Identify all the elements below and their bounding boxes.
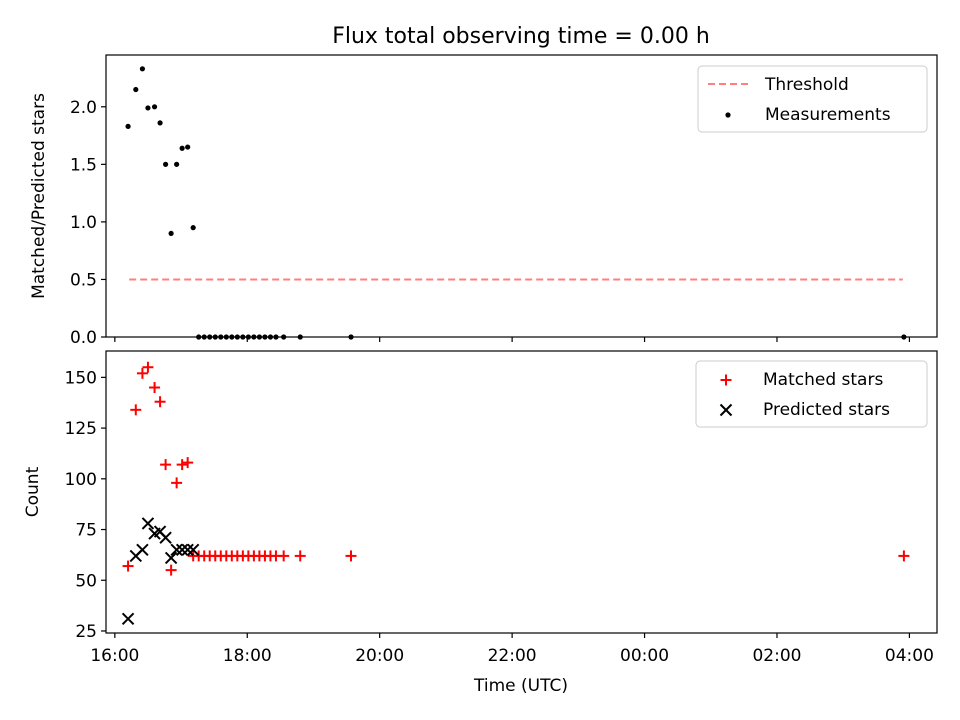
measurement-point (168, 230, 174, 237)
bottom-plot-marks (121, 361, 910, 626)
bottom-y-tick-label: 150 (65, 368, 97, 388)
matched-star-point (122, 560, 134, 572)
predicted-legend-swatch (719, 403, 733, 417)
x-axis-label: Time (UTC) (473, 676, 568, 696)
matched-star-point (154, 396, 166, 408)
bottom-x-ticks: 16:00 18:00 20:00 22:00 00:00 02:00 04:00 (90, 633, 934, 666)
measurement-point (151, 104, 158, 110)
matched-star-point (171, 477, 183, 489)
measurement-point (139, 66, 146, 72)
measurement-point (125, 123, 131, 129)
top-y-tick-label: 1.0 (70, 213, 97, 233)
top-y-ticks: 0.0 0.5 1.0 1.5 2.0 (70, 98, 106, 348)
matched-star-point (176, 459, 188, 471)
x-tick-label: 22:00 (488, 646, 537, 666)
matched-legend-marker (720, 374, 732, 386)
bottom-axes-frame (105, 350, 938, 634)
top-y-axis-label: Matched/Predicted stars (29, 93, 49, 299)
predicted-star-point (141, 517, 155, 530)
bottom-y-ticks: 25 50 75 100 125 150 (65, 368, 106, 642)
predicted-star-point (175, 543, 189, 557)
matched-star-point (149, 382, 161, 394)
measurement-point (179, 145, 185, 151)
measurements-legend-swatch (725, 112, 731, 118)
predicted-legend-label: Predicted stars (763, 400, 890, 420)
predicted-star-point (159, 531, 172, 544)
bottom-y-tick-label: 75 (75, 521, 97, 541)
matched-star-point (142, 361, 154, 373)
matched-star-point (160, 459, 172, 471)
x-tick-label: 20:00 (355, 646, 404, 666)
top-panel: 0.00.51.01.52.0 Matched/Predicted stars … (29, 54, 938, 348)
measurement-point (133, 86, 139, 93)
predicted-legend-marker (719, 403, 733, 417)
measurement-point (162, 161, 169, 167)
top-y-tick-label: 2.0 (70, 98, 97, 118)
matched-legend-label: Matched stars (763, 370, 883, 390)
x-tick-label: 00:00 (620, 646, 669, 666)
matched-star-point (182, 457, 194, 469)
measurement-point (157, 120, 163, 126)
x-tick-label: 04:00 (885, 646, 934, 666)
x-tick-label: 18:00 (223, 646, 272, 666)
top-y-tick-label: 1.5 (70, 155, 97, 175)
matched-star-point (294, 550, 306, 562)
matched-star-point (898, 550, 910, 562)
bottom-panel: 25 50 75 100 125 150 16:00 18:00 20:00 22:00 00:0… (23, 350, 938, 696)
bottom-legend: Matched stars Predicted stars (695, 360, 928, 428)
bottom-y-axis-label: Count (23, 466, 43, 517)
bottom-y-tick-label: 25 (75, 622, 97, 642)
predicted-star-point (136, 543, 149, 557)
matched-legend-swatch (720, 374, 732, 386)
matched-star-point (345, 550, 357, 562)
top-legend: Threshold Measurements (697, 65, 928, 133)
matched-star-point (136, 367, 148, 379)
measurement-point (190, 225, 196, 231)
top-y-tick-label: 0.5 (70, 270, 97, 290)
x-tick-label: 02:00 (752, 646, 801, 666)
measurement-point (145, 105, 151, 111)
top-x-ticks (114, 337, 911, 342)
bottom-y-tick-label: 125 (65, 419, 97, 439)
measurement-point (174, 161, 180, 167)
matched-star-point (130, 404, 142, 416)
matched-star-point (278, 550, 290, 562)
measurement-point (185, 144, 191, 150)
top-y-tick-label: 0.0 (70, 328, 97, 348)
predicted-star-point (170, 543, 183, 557)
figure-title: Flux total observing time = 0.00 h (332, 24, 710, 49)
bottom-y-tick-label: 50 (75, 571, 97, 591)
x-tick-label: 16:00 (90, 646, 139, 666)
threshold-legend-label: Threshold (764, 75, 849, 95)
top-axes-frame (105, 54, 938, 338)
predicted-star-point (121, 612, 135, 626)
matched-star-point (165, 564, 177, 576)
predicted-star-point (186, 543, 200, 557)
bottom-y-tick-label: 100 (65, 470, 97, 490)
measurements-legend-label: Measurements (765, 105, 891, 125)
predicted-star-point (164, 551, 178, 565)
predicted-star-point (181, 543, 194, 557)
